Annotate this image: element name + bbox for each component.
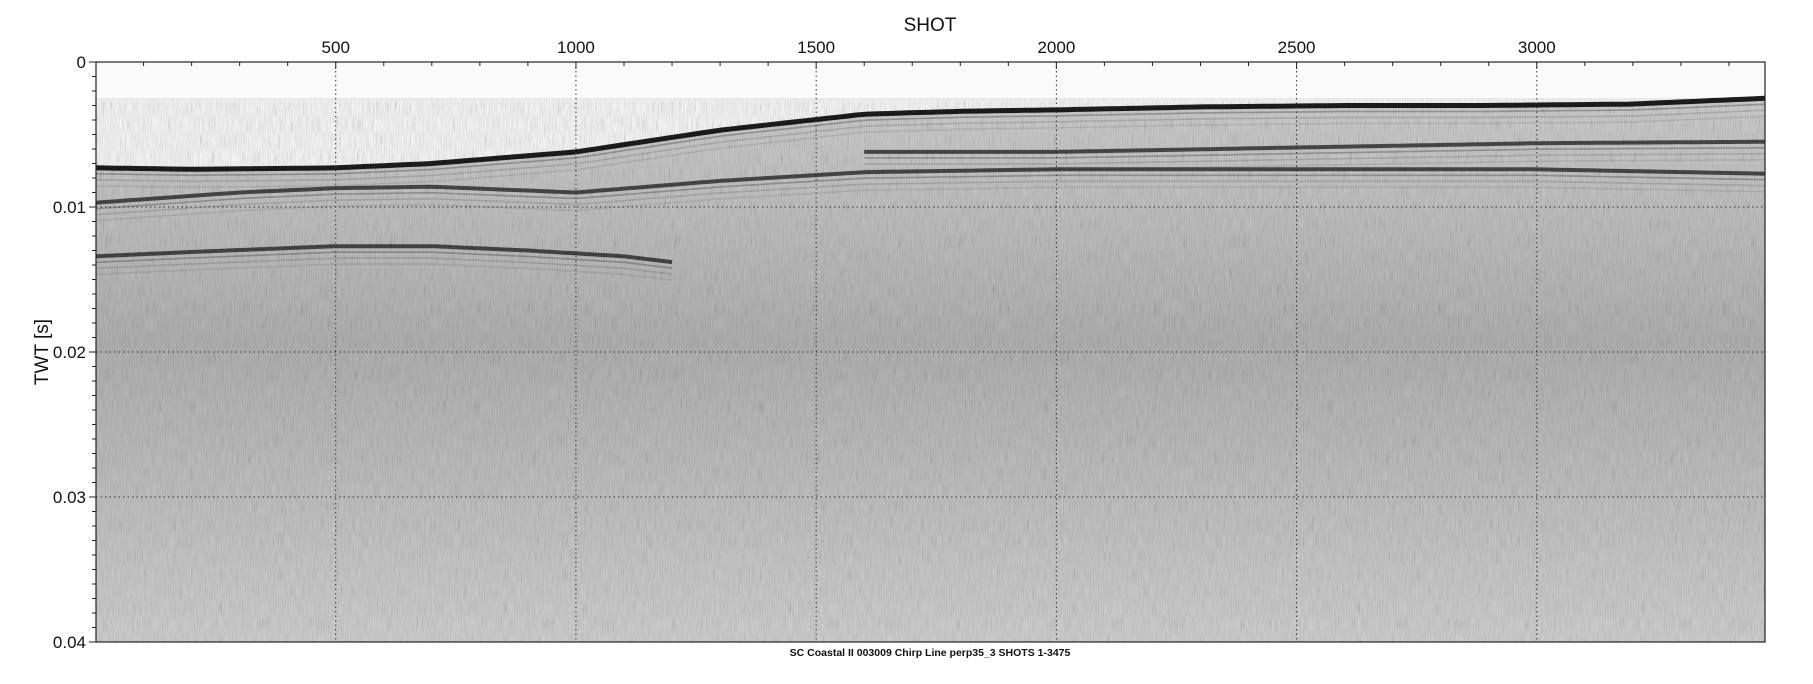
horizon-seafloor-band (96, 115, 1765, 189)
y-axis: 0 0.01 0.02 0.03 0.04 (53, 53, 96, 652)
figure-caption: SC Coastal II 003009 Chirp Line perp35_3… (790, 647, 1071, 659)
horizon-seafloor (96, 95, 1765, 172)
y-tick-label: 0 (77, 53, 86, 72)
x-axis: 500 1000 1500 2000 2500 3000 (143, 38, 1730, 69)
horizon-layer (96, 95, 1765, 281)
x-tick-label: 500 (322, 38, 350, 57)
horizon-reflector-1-band (96, 180, 1765, 216)
x-tick-label: 3000 (1518, 38, 1556, 57)
horizon-reflector-3 (864, 139, 1765, 154)
horizon-reflector-2-band (96, 263, 673, 281)
horizon-reflector-2-band (96, 251, 673, 269)
seismic-image (96, 62, 1765, 642)
y-axis-title: TWT [s] (32, 319, 53, 385)
x-axis-title: SHOT (904, 15, 957, 36)
y-tick-label: 0.03 (53, 488, 86, 507)
y-tick-label: 0.02 (53, 343, 86, 362)
horizon-reflector-3-band (864, 153, 1765, 165)
x-tick-label: 2500 (1278, 38, 1316, 57)
y-tick-label: 0.04 (53, 633, 86, 652)
x-tick-label: 1000 (557, 38, 595, 57)
horizon-reflector-1 (96, 167, 1765, 205)
grid-layer (96, 62, 1765, 642)
horizon-reflector-1-band (96, 174, 1765, 210)
horizon-seafloor-band (96, 109, 1765, 183)
horizon-reflector-1-band (96, 186, 1765, 222)
horizon-reflector-2 (96, 244, 673, 265)
horizon-reflector-3-band (864, 159, 1765, 171)
subsurface-depth-shading (96, 98, 1765, 642)
y-tick-label: 0.01 (53, 198, 86, 217)
x-tick-label: 1500 (797, 38, 835, 57)
x-tick-label: 2000 (1037, 38, 1075, 57)
horizon-seafloor-band (96, 103, 1765, 177)
horizon-reflector-3-band (864, 147, 1765, 159)
